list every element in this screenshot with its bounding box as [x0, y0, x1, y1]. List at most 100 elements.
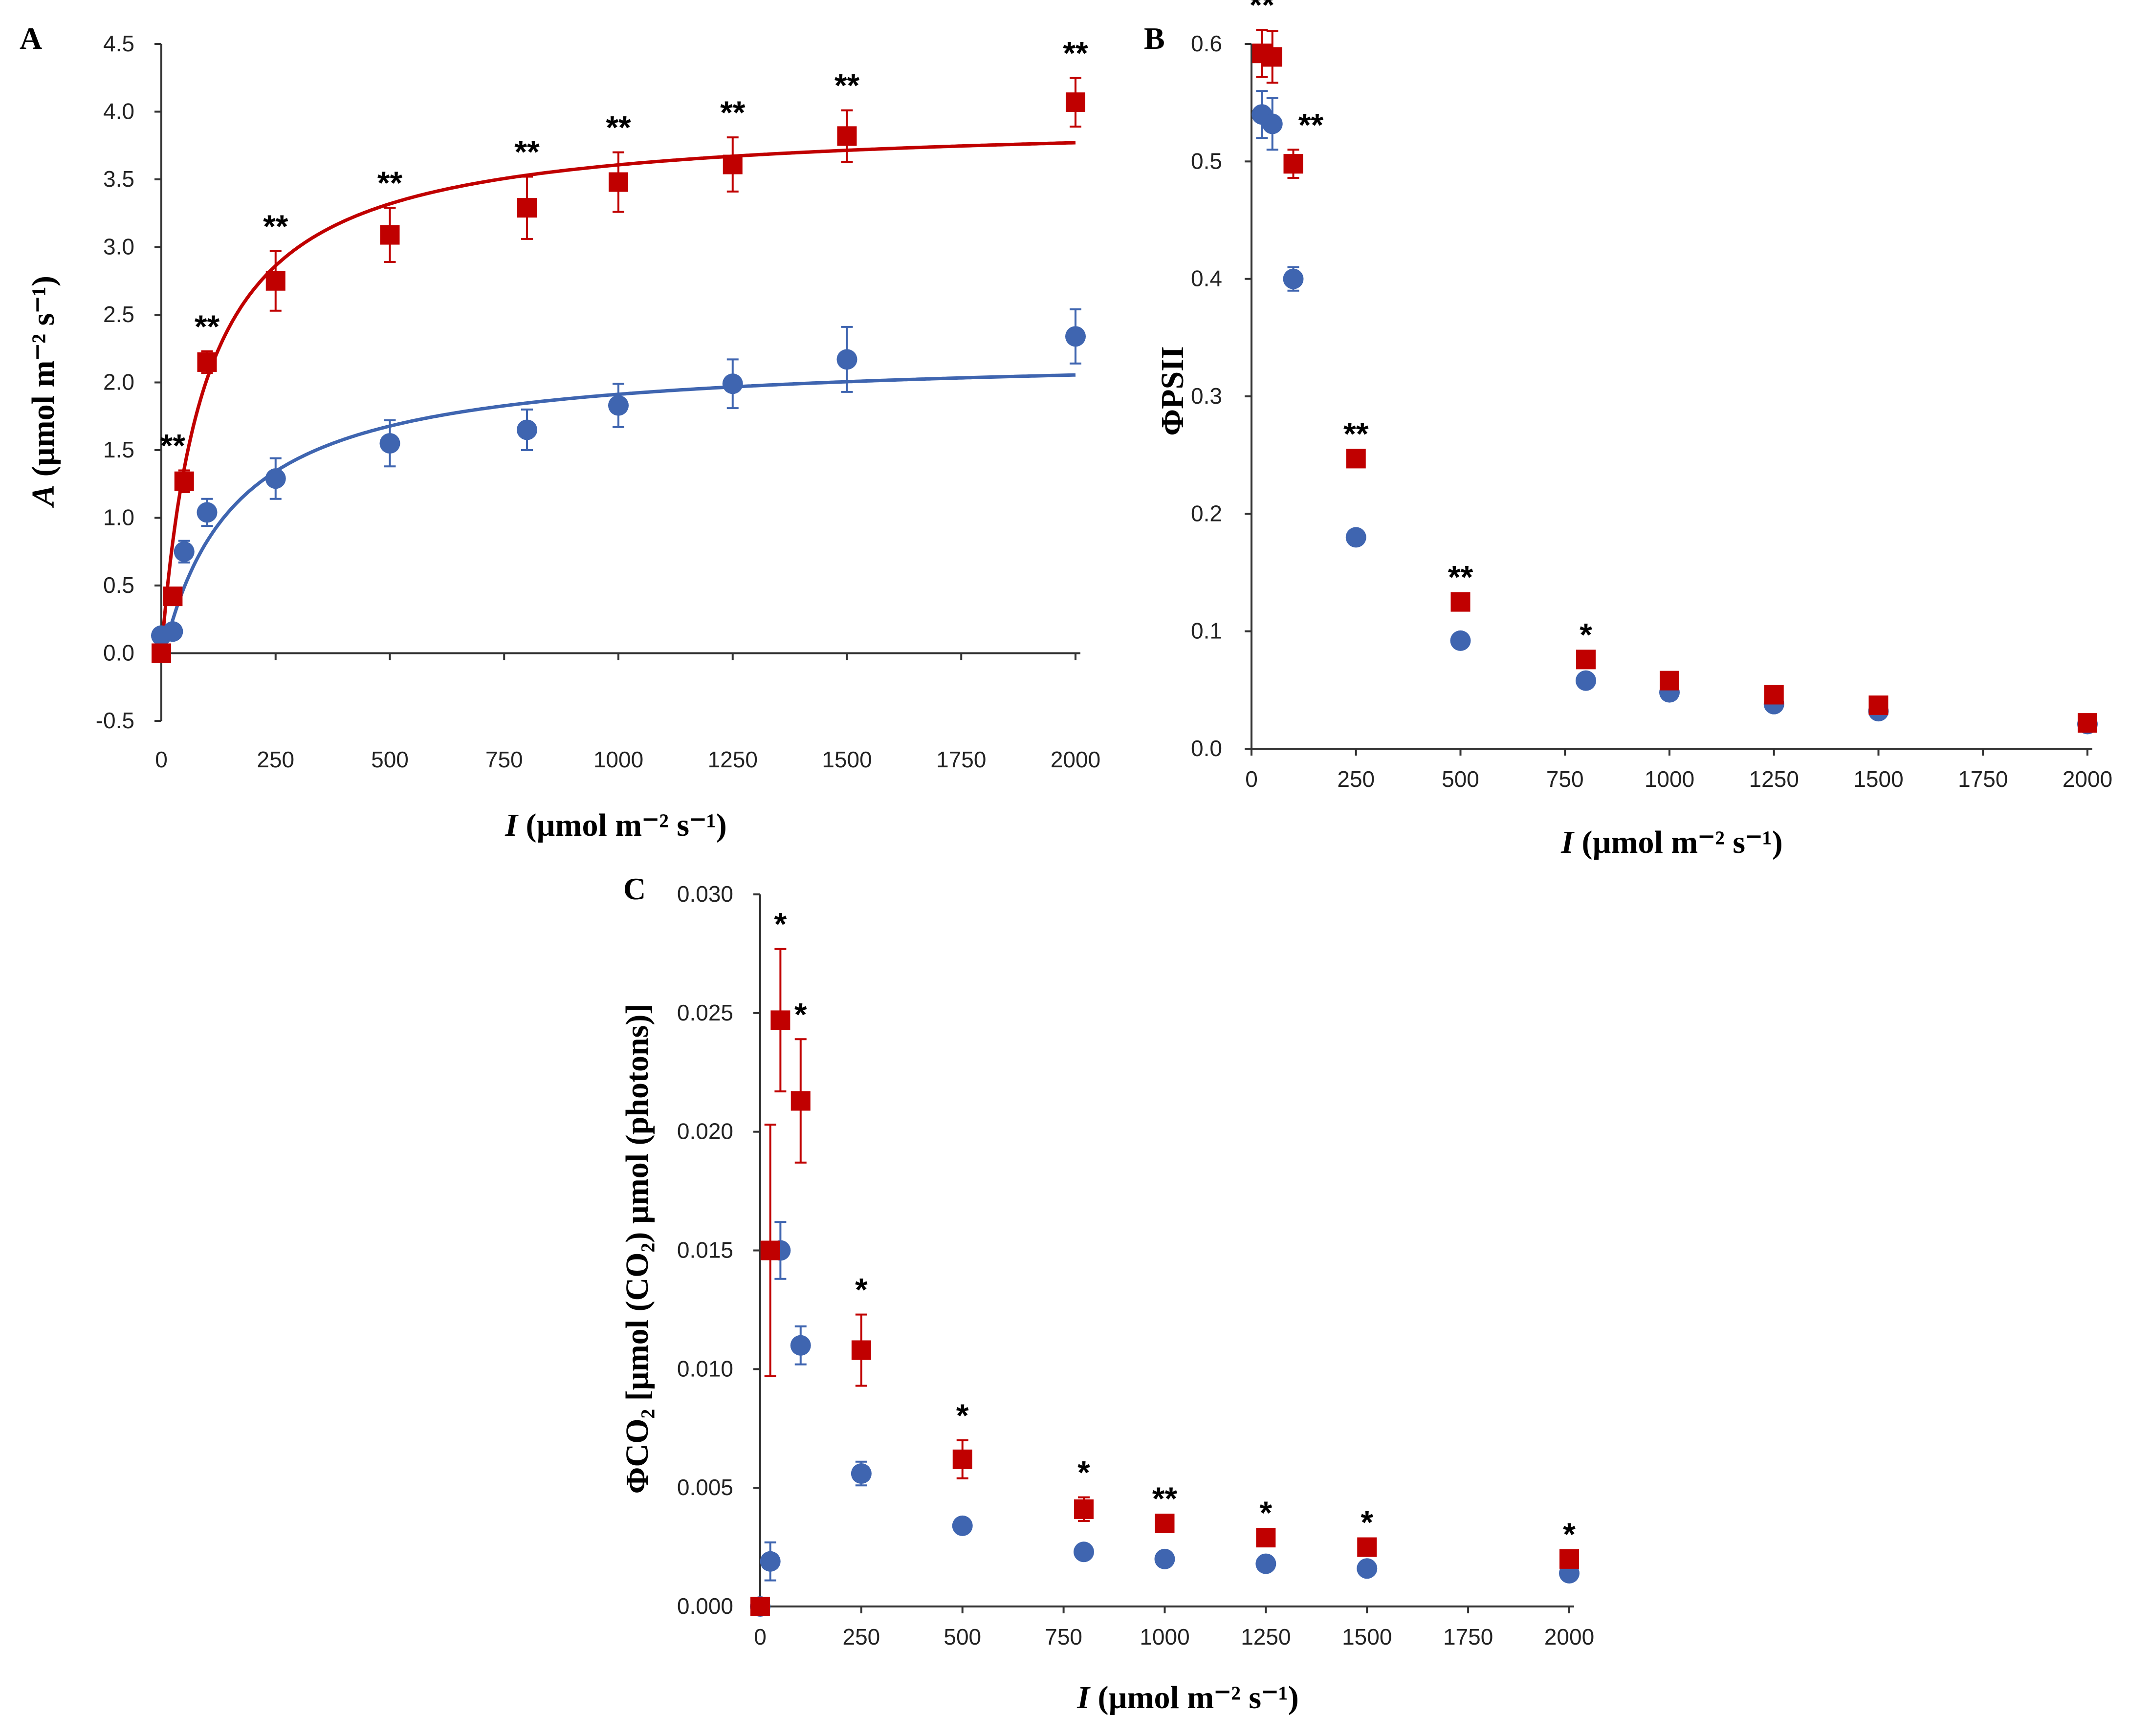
x-tick-label: 750 [1045, 1624, 1082, 1649]
x-tick-label: 0 [754, 1624, 767, 1649]
significance-marker: ** [1448, 559, 1473, 595]
significance-marker: ** [1250, 0, 1275, 23]
series-treatment [1252, 29, 2097, 733]
significance-marker: ** [606, 109, 631, 146]
data-point-treatment [1868, 695, 1888, 716]
x-tick-label: 2000 [1051, 747, 1100, 772]
data-point-treatment [517, 198, 537, 218]
x-axis-title: I (µmol m⁻² s⁻¹) [1560, 825, 1782, 860]
y-tick-label: 0.015 [677, 1237, 733, 1263]
significance-marker: ** [834, 67, 860, 104]
x-tick-label: 1250 [1749, 766, 1799, 792]
y-tick-label: 0.010 [677, 1356, 733, 1381]
data-point-treatment [265, 271, 285, 291]
x-tick-label: 1750 [936, 747, 986, 772]
data-point-treatment [952, 1449, 972, 1469]
data-point-treatment [770, 1010, 790, 1030]
data-point-treatment [1576, 650, 1596, 670]
panel-C: C 0.000 0.005 0.010 0.015 0.020 0.025 0.030 0 250… [619, 871, 1594, 1715]
data-point-treatment [1357, 1537, 1377, 1557]
y-tick-label: 4.0 [103, 99, 134, 124]
y-tick-label: 0.5 [1191, 148, 1222, 174]
y-axis-title-symbol: A [25, 485, 61, 508]
data-point-control [1576, 670, 1596, 691]
y-tick-label: 0.0 [103, 640, 134, 666]
data-point-control [1074, 1541, 1094, 1562]
data-point-control [952, 1515, 973, 1536]
data-point-treatment [1262, 47, 1282, 67]
data-point-control [1345, 527, 1366, 548]
data-point-treatment [1155, 1514, 1175, 1534]
y-tick-label: 3.0 [103, 234, 134, 260]
x-axis-title: I (µmol m⁻² s⁻¹) [505, 807, 726, 843]
data-point-treatment [197, 352, 217, 372]
x-tick-label: 0 [1245, 766, 1258, 792]
data-point-control [1262, 113, 1283, 134]
x-tick-label: 1000 [1645, 766, 1694, 792]
x-axis-title-units: (µmol m⁻² s⁻¹) [1574, 825, 1783, 860]
significance-marker: ** [1152, 1480, 1178, 1517]
data-point-control [1154, 1548, 1175, 1569]
data-point-treatment [723, 154, 743, 174]
y-tick-label: 0.4 [1191, 266, 1222, 291]
data-point-control [379, 433, 400, 454]
data-point-treatment [1256, 1528, 1276, 1548]
x-tick-label: 750 [1546, 766, 1584, 792]
x-tick-label: 1000 [593, 747, 643, 772]
panel-A: A -0.5 0.0 0.5 1.0 1.5 2.0 2.5 3.0 3.5 4.0 4.5 0 250 5… [20, 21, 1100, 843]
data-point-control [197, 502, 218, 523]
data-point-control [1065, 326, 1086, 347]
y-tick-label: -0.5 [96, 708, 134, 733]
significance-marker: ** [160, 428, 186, 464]
significance-marker: ** [1343, 415, 1369, 452]
x-tick-label: 2000 [2063, 766, 2112, 792]
x-tick-label: 1000 [1140, 1624, 1189, 1649]
x-axis-title-symbol: I [1076, 1680, 1091, 1715]
data-point-treatment [851, 1340, 871, 1360]
x-tick-label: 1250 [708, 747, 758, 772]
y-tick-label: 0.005 [677, 1475, 733, 1500]
significance-marker: ** [195, 308, 220, 345]
significance-marker: * [1077, 1454, 1090, 1491]
data-point-treatment [163, 586, 183, 607]
significance-marker: * [1260, 1495, 1273, 1531]
data-point-treatment [1764, 685, 1784, 705]
x-tick-label: 1750 [1443, 1624, 1493, 1649]
data-point-control [836, 349, 857, 370]
data-point-treatment [750, 1597, 770, 1616]
x-axis-title-symbol: I [505, 807, 519, 843]
data-point-treatment [1283, 154, 1303, 174]
data-point-control [608, 395, 629, 416]
significance-marker: * [956, 1397, 969, 1433]
y-tick-label: 4.5 [103, 31, 134, 56]
data-point-control [162, 621, 183, 642]
series-treatment [750, 948, 1579, 1616]
significance-marker: * [794, 996, 807, 1032]
series-control [1251, 90, 2098, 735]
data-point-control [1283, 268, 1304, 289]
y-axis-title: A (µmol m⁻² s⁻¹) [25, 276, 61, 508]
data-point-treatment [1559, 1549, 1579, 1569]
y-tick-label: 0.1 [1191, 618, 1222, 644]
x-axis-title: I (µmol m⁻² s⁻¹) [1076, 1680, 1298, 1715]
x-tick-label: 1500 [1853, 766, 1903, 792]
data-point-treatment [380, 225, 400, 245]
data-point-treatment [1346, 449, 1366, 469]
y-tick-label: 0.025 [677, 1000, 733, 1025]
data-point-treatment [790, 1091, 811, 1111]
significance-marker: ** [263, 208, 288, 244]
y-axis-title: ΦPSII [1155, 346, 1190, 435]
data-point-control [722, 373, 743, 394]
data-point-treatment [837, 126, 857, 146]
data-point-control [1357, 1558, 1378, 1579]
data-point-treatment [2078, 713, 2097, 733]
significance-marker: ** [720, 94, 746, 130]
x-tick-label: 250 [1337, 766, 1375, 792]
data-point-treatment [1066, 92, 1085, 112]
y-tick-label: 0.5 [103, 572, 134, 598]
x-tick-label: 2000 [1544, 1624, 1594, 1649]
y-axis-title-text: ΦCO₂ [µmol (CO₂) µmol (photons)] [619, 1004, 655, 1494]
y-tick-label: 1.5 [103, 437, 134, 462]
data-point-control [265, 468, 286, 489]
